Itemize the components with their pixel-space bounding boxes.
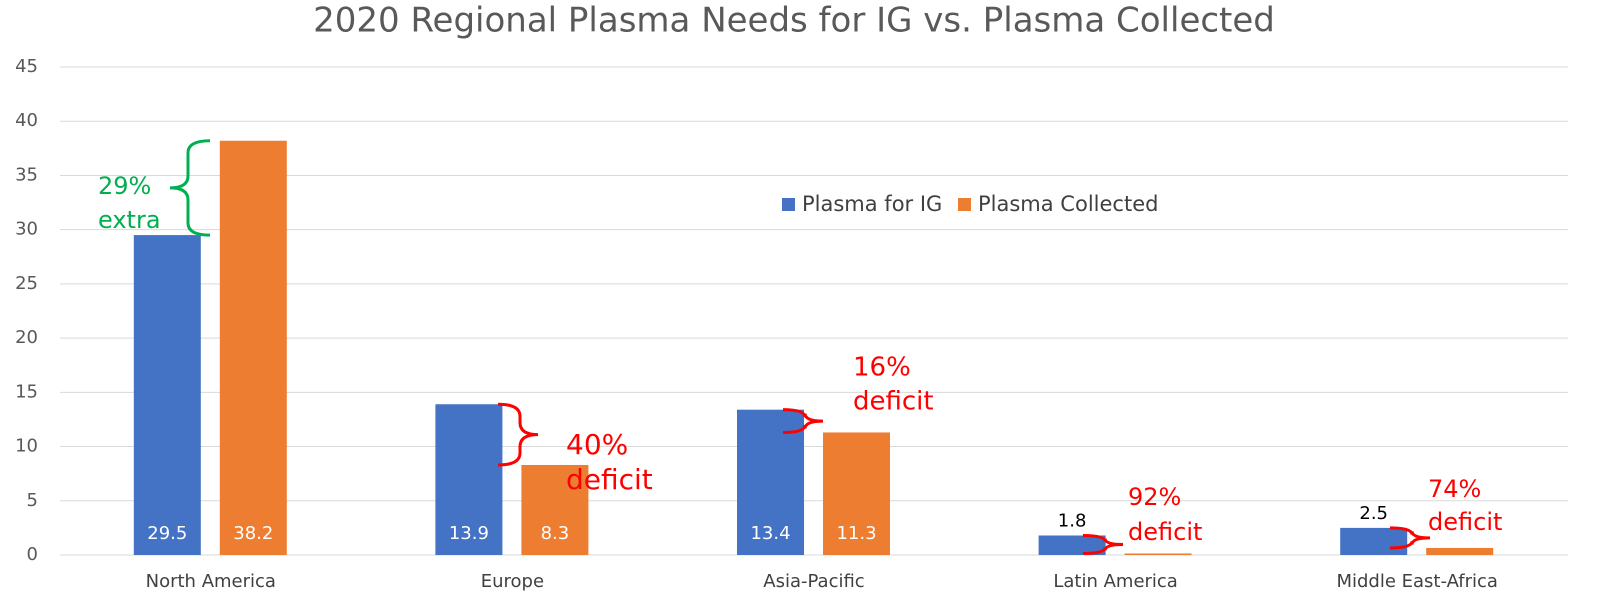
data-label: 38.2 (233, 523, 273, 544)
annotation: 16% (853, 353, 911, 383)
y-tick-label: 45 (15, 56, 38, 77)
data-label: 8.3 (541, 523, 570, 544)
y-tick-label: 10 (15, 436, 38, 457)
y-tick-label: 20 (15, 327, 38, 348)
bar (435, 404, 503, 555)
annotation: 92% (1128, 483, 1181, 511)
annotation: 40% (566, 428, 628, 461)
chart-title: 2020 Regional Plasma Needs for IG vs. Pl… (313, 1, 1275, 41)
y-tick-label: 40 (15, 110, 38, 131)
bar (1340, 527, 1408, 555)
y-tick-label: 15 (15, 381, 38, 402)
y-tick-label: 30 (15, 219, 38, 240)
bracket (169, 139, 211, 237)
data-label: 1.8 (1058, 510, 1087, 531)
bracket (1389, 526, 1431, 550)
annotation: deficit (1428, 508, 1502, 536)
data-label: 13.4 (750, 523, 790, 544)
annotation: deficit (1128, 518, 1202, 546)
legend-swatch (782, 198, 795, 211)
x-tick-label: Middle East-Africa (1336, 571, 1497, 592)
bar (219, 140, 287, 555)
bar (823, 432, 890, 555)
bar (1038, 535, 1106, 555)
annotation: deficit (566, 463, 653, 496)
annotation: extra (98, 206, 161, 234)
bar (521, 464, 589, 555)
x-tick-label: Latin America (1053, 571, 1178, 592)
data-label: 29.5 (147, 523, 187, 544)
bracket (782, 408, 824, 434)
y-tick-label: 0 (27, 544, 38, 565)
annotation: deficit (853, 387, 934, 417)
bracket (497, 402, 539, 467)
y-tick-label: 5 (27, 490, 38, 511)
bracket (1082, 533, 1124, 555)
x-tick-label: North America (146, 571, 276, 592)
bar (1426, 547, 1494, 555)
y-tick-label: 25 (15, 273, 38, 294)
bar (737, 409, 804, 555)
bar (133, 235, 201, 556)
y-tick-label: 35 (15, 164, 38, 185)
annotation: 29% (98, 172, 151, 200)
x-tick-label: Europe (481, 571, 544, 592)
bar (1124, 553, 1192, 555)
data-label: 11.3 (836, 523, 876, 544)
annotation: 74% (1428, 475, 1481, 503)
legend-label: Plasma for IG (802, 192, 942, 216)
legend-label: Plasma Collected (978, 192, 1158, 216)
legend-swatch (958, 198, 971, 211)
data-label: 13.9 (449, 523, 489, 544)
x-tick-label: Asia-Pacific (763, 571, 864, 592)
data-label: 2.5 (1359, 503, 1388, 524)
